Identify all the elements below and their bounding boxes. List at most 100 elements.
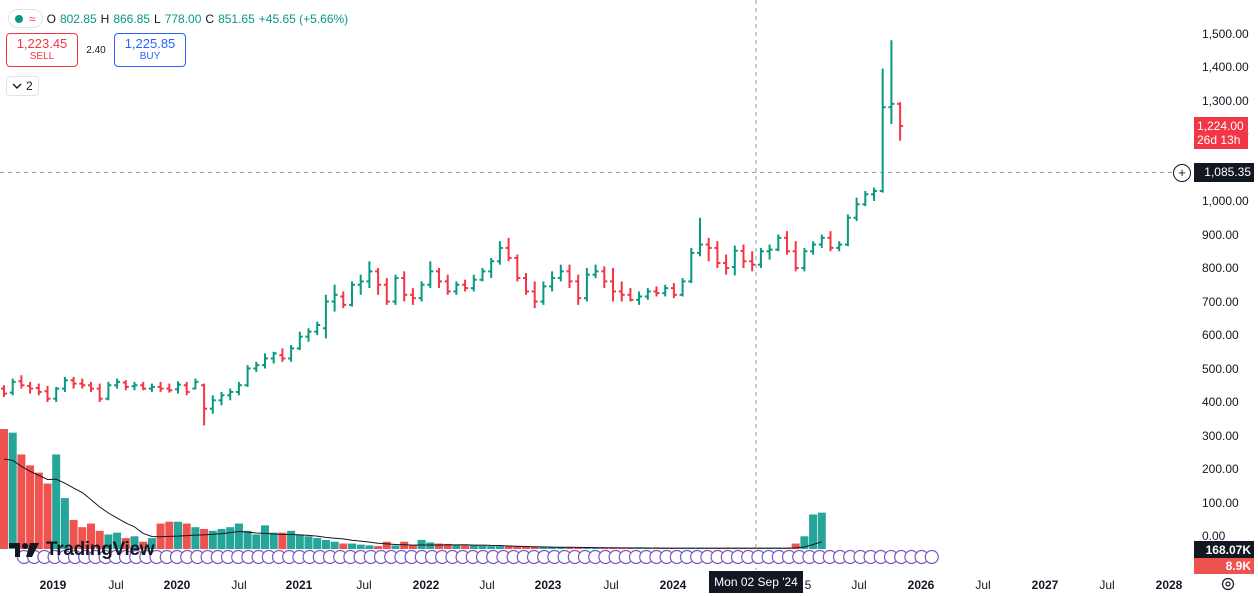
- ohlc-bar: [401, 271, 408, 302]
- ohlc-bar: [540, 281, 547, 305]
- volume-bar: [69, 519, 78, 549]
- ohlc-bar: [444, 274, 451, 295]
- y-axis-tick-label: 600.00: [1202, 328, 1239, 342]
- ohlc-bar: [244, 365, 251, 387]
- ohlc-bar: [340, 291, 347, 309]
- ohlc-bar: [218, 391, 225, 406]
- x-axis-tick-label: Jul: [108, 578, 124, 592]
- volume-bar: [304, 536, 313, 549]
- ohlc-bar: [479, 268, 486, 282]
- ohlc-bar: [731, 245, 738, 276]
- volume-bar: [582, 547, 591, 549]
- volume-bar: [104, 534, 113, 549]
- ohlc-bar: [897, 102, 904, 141]
- volume-bar: [182, 523, 191, 549]
- volume-bar: [95, 530, 104, 549]
- volume-bar: [0, 429, 8, 549]
- crosshair-price-label: 1,085.35: [1194, 163, 1254, 183]
- ohlc-bar: [723, 254, 730, 275]
- ohlc-bar: [610, 268, 616, 302]
- volume-bar: [147, 538, 156, 549]
- price-chart-area[interactable]: [0, 0, 1190, 570]
- volume-ma-line: [3, 458, 822, 549]
- x-axis-tick-label: Jul: [1099, 578, 1115, 592]
- price-chart[interactable]: [0, 0, 1190, 570]
- volume-bar: [504, 546, 513, 549]
- volume-last-label: 168.07K: [1194, 541, 1254, 560]
- sell-button[interactable]: 1,223.45 SELL: [6, 33, 78, 67]
- volume-bar: [113, 532, 122, 549]
- volume-bar: [530, 546, 539, 549]
- sell-label: SELL: [29, 51, 55, 62]
- volume-bar: [52, 454, 61, 549]
- ohlc-bar: [18, 375, 25, 389]
- ohlc-bar: [409, 288, 416, 305]
- indicators-toggle-button[interactable]: 2: [6, 76, 39, 96]
- volume-bar: [495, 546, 504, 549]
- volume-bar: [17, 454, 26, 549]
- volume-bar: [87, 523, 95, 549]
- volume-bar: [287, 530, 296, 549]
- volume-bar: [522, 546, 530, 549]
- ohlc-bar: [88, 381, 94, 392]
- settings-gear-icon[interactable]: [1221, 577, 1235, 591]
- ohlc-bar: [862, 190, 869, 207]
- price-axis[interactable]: 1,500.001,400.001,300.001,200.001,000.00…: [1190, 0, 1258, 574]
- volume-bar: [817, 512, 826, 549]
- ohlc-bar: [288, 345, 295, 362]
- y-axis-tick-label: 100.00: [1202, 495, 1239, 510]
- time-axis[interactable]: 2019 Jul 2020 Jul 2021 Jul 2022 Jul 2023 Jul 2024 5…: [0, 570, 1190, 596]
- ohlc-bar: [627, 288, 634, 302]
- ohlc-bar: [592, 264, 599, 279]
- add-alert-plus-icon[interactable]: +: [1173, 164, 1191, 182]
- x-axis-tick-label: 2028: [1155, 578, 1183, 592]
- ohlc-bar: [853, 197, 860, 222]
- x-axis-tick-label: Jul: [975, 578, 991, 592]
- ohlc-bar: [392, 274, 399, 305]
- ohlc-bar: [557, 264, 564, 282]
- ohlc-bar: [618, 281, 625, 302]
- ohlc-bar: [549, 271, 556, 292]
- volume-bar: [617, 547, 626, 549]
- bar-countdown: 26d 13h: [1197, 132, 1241, 147]
- y-axis-tick-label: 1,400.00: [1202, 60, 1249, 74]
- ohlc-bar: [871, 187, 877, 201]
- last-price-tag: 1,224.00 26d 13h: [1194, 116, 1248, 149]
- ohlc-bar: [766, 244, 773, 260]
- ohlc-bar: [192, 378, 199, 390]
- ohlc-bar: [44, 385, 51, 402]
- symbol-status-pill[interactable]: ≈: [8, 9, 43, 28]
- volume-bar: [278, 532, 287, 549]
- logo-text: TradingView: [46, 539, 155, 560]
- ohlc-bar: [705, 237, 712, 262]
- ohlc-bar: [827, 231, 834, 252]
- x-axis-tick-label: 2020: [163, 578, 191, 592]
- ohlc-bar: [818, 234, 825, 248]
- ohlc-bar: [279, 348, 286, 362]
- volume-bar: [382, 541, 391, 549]
- chevron-down-icon: [12, 83, 22, 89]
- volume-bar: [60, 498, 69, 549]
- last-price-value: 1,224.00: [1197, 118, 1244, 133]
- y-axis-tick-label: 300.00: [1202, 428, 1239, 443]
- tradingview-logo[interactable]: TradingView: [8, 539, 155, 561]
- volume-bar: [548, 547, 557, 549]
- volume-bar: [165, 521, 174, 549]
- volume-bar: [478, 545, 487, 549]
- buy-button[interactable]: 1,225.85 BUY: [114, 33, 186, 67]
- volume-bar: [243, 530, 252, 549]
- volume-bar: [600, 547, 609, 549]
- ohlc-bar: [53, 386, 60, 402]
- ohlc-bar: [531, 281, 538, 309]
- spread-value: 2.40: [86, 44, 106, 56]
- volume-bar: [252, 534, 261, 549]
- x-axis-tick-label: 5: [804, 578, 812, 592]
- ohlc-bar: [740, 244, 747, 268]
- ohlc-bar: [357, 274, 364, 295]
- ohlc-bar: [566, 264, 573, 289]
- market-status-icon: [15, 14, 23, 23]
- y-axis-tick-label: 500.00: [1202, 361, 1239, 376]
- volume-bar: [591, 547, 600, 549]
- ohlc-bar: [227, 388, 234, 401]
- indicators-count: 2: [26, 79, 33, 93]
